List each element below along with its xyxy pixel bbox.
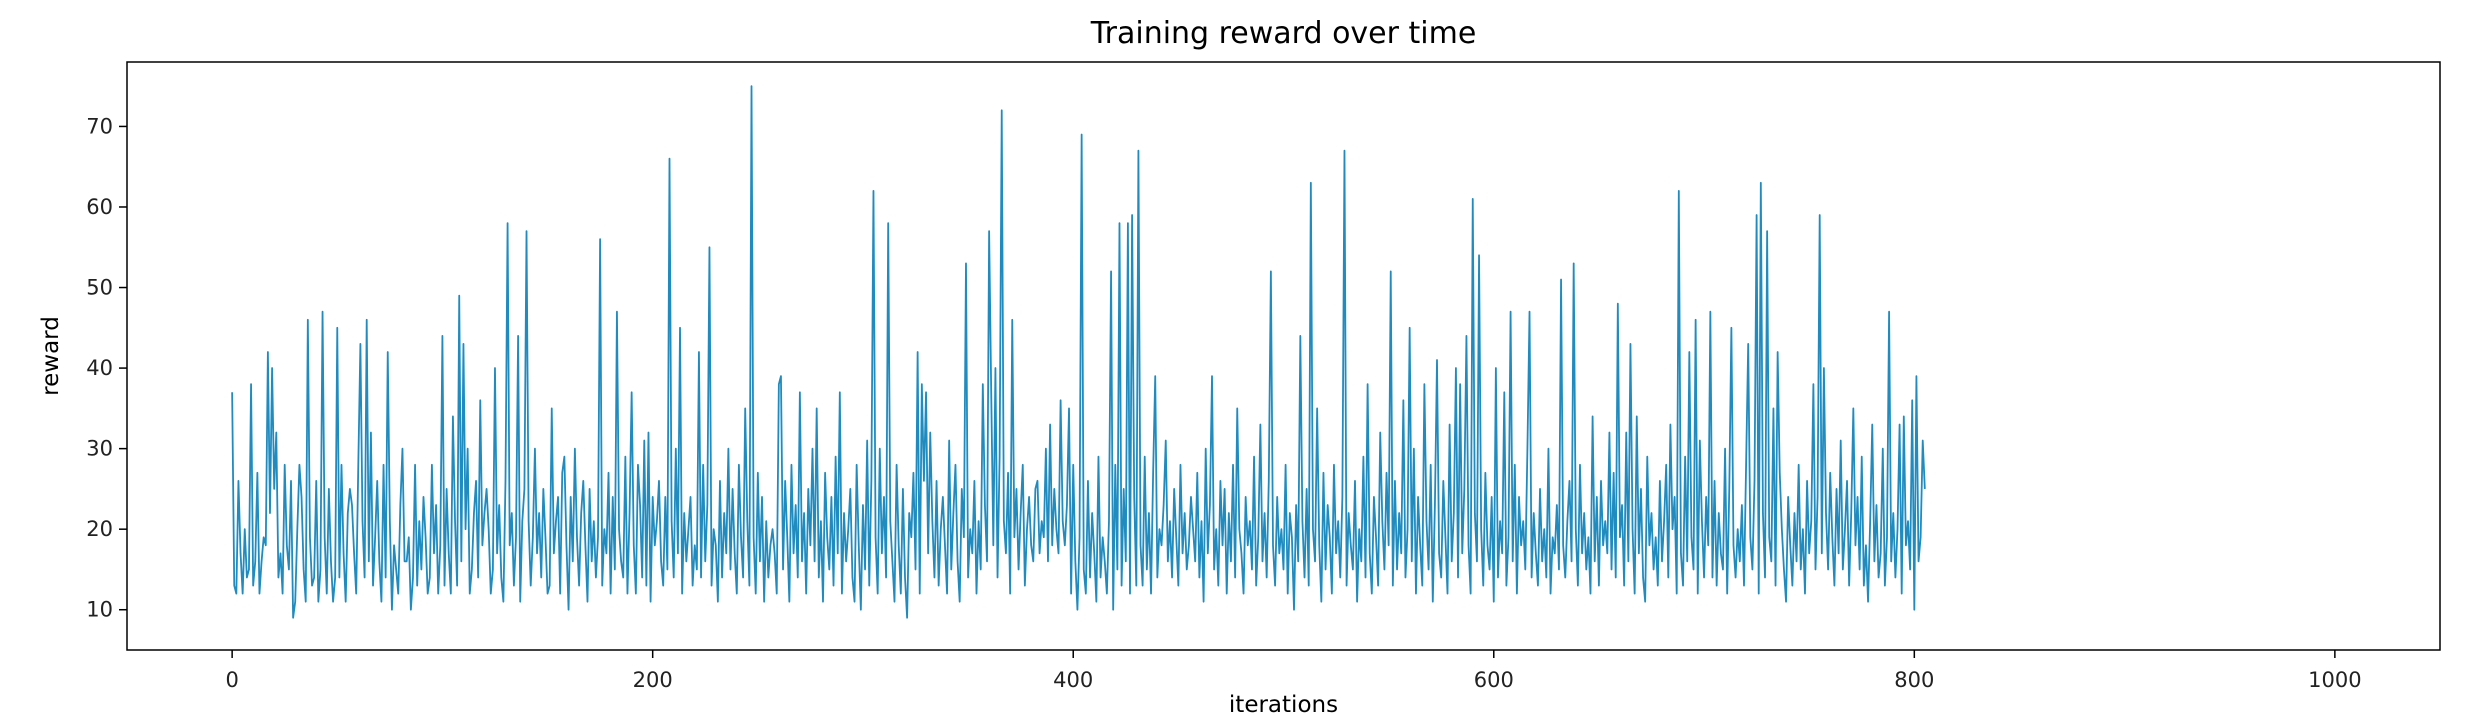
y-tick-label: 60 xyxy=(86,195,113,219)
y-tick-label: 30 xyxy=(86,437,113,461)
x-axis-title: iterations xyxy=(1229,692,1338,716)
y-axis-title: reward xyxy=(38,316,64,396)
y-tick-label: 50 xyxy=(86,276,113,300)
y-tick-label: 10 xyxy=(86,598,113,622)
x-tick-label: 600 xyxy=(1474,668,1514,692)
x-tick-label: 1000 xyxy=(2308,668,2361,692)
x-tick-label: 200 xyxy=(633,668,673,692)
y-tick-label: 40 xyxy=(86,356,113,380)
chart-title: Training reward over time xyxy=(1090,16,1477,51)
y-axis-ticks: 10 20 30 40 50 60 70 xyxy=(86,114,127,622)
plot-area-frame xyxy=(126,61,2441,651)
reward-series-line xyxy=(231,85,1926,619)
x-axis-ticks: 0 200 400 600 800 1000 xyxy=(225,650,2362,692)
x-tick-label: 400 xyxy=(1053,668,1093,692)
y-tick-label: 70 xyxy=(86,114,113,138)
y-tick-label: 20 xyxy=(86,517,113,541)
x-tick-label: 800 xyxy=(1894,668,1934,692)
x-tick-label: 0 xyxy=(225,668,238,692)
